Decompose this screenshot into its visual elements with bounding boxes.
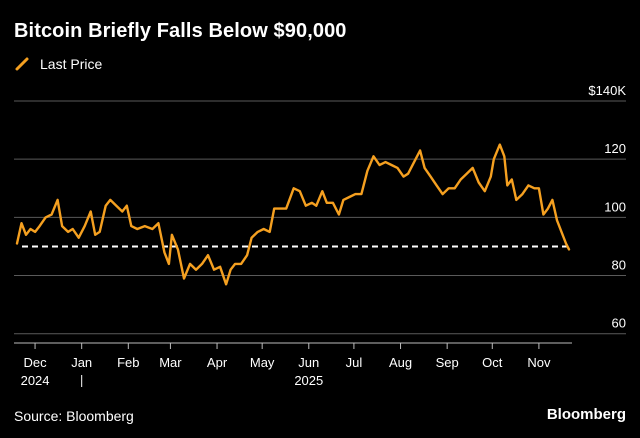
series-line-0 [15,143,571,286]
x-tick-label-sep: Sep [436,355,459,370]
y-tick-label-120: 120 [604,141,626,156]
x-tick-label-jan: Jan [71,355,92,370]
legend-label: Last Price [40,56,103,72]
x-tick-label-mar: Mar [159,355,182,370]
year-label-2025: 2025 [294,373,323,388]
y-tick-label-100: 100 [604,199,626,214]
x-tick-label-dec: Dec [23,355,47,370]
x-tick-label-feb: Feb [117,355,139,370]
year-label-2024: 2024 [21,373,50,388]
price-chart: $140K 120 100 80 60 Dec Jan Feb Mar Apr May Jun Jul A… [14,83,626,388]
x-tick-label-nov: Nov [527,355,551,370]
bloomberg-logo: Bloomberg [546,406,626,423]
x-tick-label-oct: Oct [482,355,503,370]
axes: $140K 120 100 80 60 Dec Jan Feb Mar Apr May Jun Jul A… [14,83,626,388]
gridlines [14,100,626,335]
x-tick-label-apr: Apr [207,355,228,370]
x-tick-label-jun: Jun [298,355,319,370]
y-tick-label-140: $140K [588,83,626,98]
legend-line-icon [15,57,29,71]
series-group [15,143,571,286]
x-tick-label-aug: Aug [389,355,412,370]
legend: Last Price [14,54,102,74]
x-tick-label-may: May [250,355,275,370]
y-tick-label-60: 60 [612,316,626,331]
y-tick-label-80: 80 [612,258,626,273]
source-note: Source: Bloomberg [14,408,134,424]
x-tick-label-jul: Jul [346,355,363,370]
chart-title: Bitcoin Briefly Falls Below $90,000 [14,20,347,42]
